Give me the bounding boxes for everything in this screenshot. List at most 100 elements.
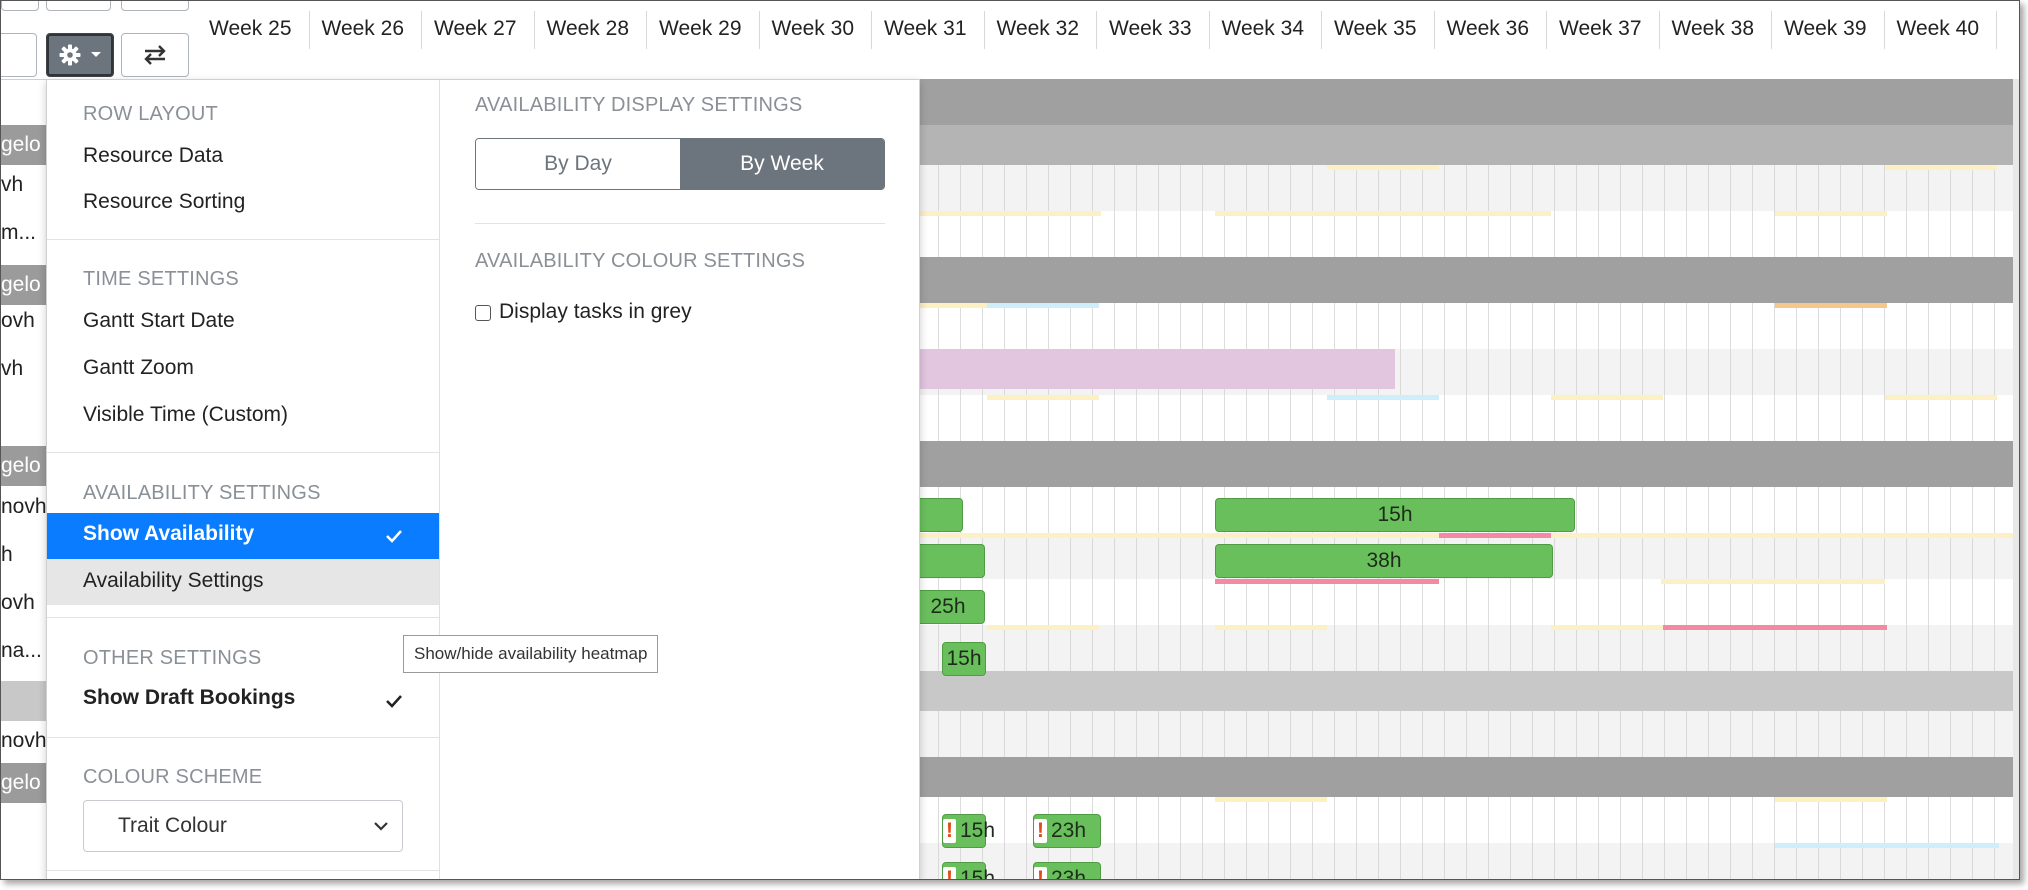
gantt-row xyxy=(917,211,2017,257)
availability-settings-label: Availability Settings xyxy=(83,569,264,592)
by-day-option[interactable]: By Day xyxy=(476,139,680,189)
menu-item-show-draft-bookings[interactable]: Show Draft Bookings xyxy=(83,686,296,709)
grey-tasks-checkbox[interactable] xyxy=(475,305,491,321)
task-bar[interactable]: ! 15h xyxy=(942,862,995,879)
task-bar[interactable]: 25h xyxy=(917,590,985,624)
swap-button[interactable] xyxy=(121,33,189,77)
menu-divider xyxy=(47,239,439,240)
gantt-chart[interactable]: 15h 38h 25h 15h ! 15h ! 23h ! 15h ! 23h xyxy=(917,79,2017,879)
week-column-header: Week 26 xyxy=(310,11,422,49)
draft-booking-bar[interactable] xyxy=(917,349,1395,389)
menu-divider xyxy=(47,870,439,871)
warning-icon: ! xyxy=(1034,867,1047,879)
resource-group-label[interactable]: gelo xyxy=(1,265,47,305)
list-button[interactable] xyxy=(121,1,189,11)
settings-menu-list: ROW LAYOUT Resource Data Resource Sortin… xyxy=(47,80,440,879)
gantt-row xyxy=(917,579,2017,625)
caret-down-icon xyxy=(91,52,101,57)
heatmap-yellow xyxy=(1551,395,1663,400)
resource-label[interactable]: novh xyxy=(1,495,47,518)
task-bar[interactable]: ! 15h xyxy=(942,814,995,848)
week-column-header: Week 40 xyxy=(1885,11,1997,49)
resource-label[interactable]: novh xyxy=(1,729,47,752)
settings-dropdown-button[interactable] xyxy=(46,33,114,77)
resource-group-label[interactable]: gelo xyxy=(1,446,47,486)
top-left-button[interactable] xyxy=(1,1,39,11)
week-column-header: Week 35 xyxy=(1322,11,1435,49)
heatmap-yellow xyxy=(1327,165,1439,170)
heatmap-yellow xyxy=(1215,625,1327,630)
vertical-scrollbar[interactable] xyxy=(2013,79,2019,879)
heatmap-yellow xyxy=(1885,165,1997,170)
week-column-header: Week 33 xyxy=(1097,11,1210,49)
menu-item-availability-settings[interactable]: Availability Settings xyxy=(47,559,439,605)
resource-label[interactable]: na... xyxy=(1,639,42,662)
task-bar[interactable] xyxy=(917,544,985,578)
heatmap-yellow xyxy=(1661,579,1885,584)
week-column-header: Week 28 xyxy=(535,11,647,49)
resource-label[interactable]: m... xyxy=(1,221,36,244)
menu-item-show-availability[interactable]: Show Availability xyxy=(47,513,439,559)
task-bar[interactable] xyxy=(917,498,963,532)
gantt-row xyxy=(917,165,2017,211)
week-column-header: Week 25 xyxy=(197,11,310,49)
resource-group-label[interactable]: gelo xyxy=(1,125,47,165)
by-week-option[interactable]: By Week xyxy=(680,139,884,189)
resource-label[interactable]: vh xyxy=(1,357,24,380)
heatmap-pink xyxy=(1663,625,1887,630)
resource-group-label[interactable]: gelo xyxy=(1,763,47,803)
warning-icon: ! xyxy=(943,867,956,879)
blank-field[interactable] xyxy=(1,33,37,77)
menu-item-gantt-zoom[interactable]: Gantt Zoom xyxy=(83,356,194,379)
resource-label[interactable]: ovh xyxy=(1,591,35,614)
gantt-row xyxy=(917,395,2017,441)
resource-label[interactable]: ovh xyxy=(1,309,35,332)
section-title-row-layout: ROW LAYOUT xyxy=(83,103,218,125)
heatmap-pink xyxy=(1439,533,1551,538)
gantt-row xyxy=(917,625,2017,671)
section-title-availability: AVAILABILITY SETTINGS xyxy=(83,482,321,504)
heatmap-blue xyxy=(1327,395,1439,400)
task-bar[interactable]: 15h xyxy=(942,642,986,676)
swap-arrows-icon xyxy=(144,45,166,65)
menu-item-resource-data[interactable]: Resource Data xyxy=(83,144,224,167)
settings-dropdown-menu: ROW LAYOUT Resource Data Resource Sortin… xyxy=(46,79,920,879)
week-column-header: Week 32 xyxy=(985,11,1097,49)
heatmap-blue xyxy=(987,303,1099,308)
task-bar[interactable]: ! 23h xyxy=(1033,862,1101,879)
week-column-header: Week 34 xyxy=(1210,11,1322,49)
user-icon xyxy=(70,0,88,6)
heatmap-blue xyxy=(1775,843,1999,848)
task-bar[interactable]: 15h xyxy=(1215,498,1575,532)
colour-scheme-value: Trait Colour xyxy=(118,814,227,837)
gear-icon xyxy=(59,44,81,66)
task-bar-label: 15h xyxy=(960,867,996,879)
heatmap-pink xyxy=(1215,579,1439,584)
colour-scheme-select[interactable]: Trait Colour xyxy=(83,800,403,852)
availability-display-toggle: By Day By Week xyxy=(475,138,885,190)
task-bar[interactable]: 38h xyxy=(1215,544,1553,578)
grey-tasks-label[interactable]: Display tasks in grey xyxy=(499,300,692,323)
task-bar-label: 15h xyxy=(960,819,996,842)
user-button[interactable] xyxy=(46,0,111,11)
heatmap-yellow xyxy=(987,625,1099,630)
availability-divider xyxy=(475,223,885,224)
week-column-header: Week 39 xyxy=(1772,11,1885,49)
heatmap-yellow xyxy=(1885,395,1997,400)
resource-label[interactable]: vh xyxy=(1,173,24,196)
menu-item-visible-time[interactable]: Visible Time (Custom) xyxy=(83,403,288,426)
gantt-row xyxy=(917,711,2017,757)
heatmap-yellow xyxy=(1775,211,1887,216)
checkmark-icon xyxy=(386,530,402,543)
heatmap-yellow xyxy=(1551,625,1663,630)
warning-icon: ! xyxy=(943,819,956,843)
menu-item-resource-sorting[interactable]: Resource Sorting xyxy=(83,190,246,213)
resource-group-label xyxy=(1,681,47,721)
section-title-availability-display: AVAILABILITY DISPLAY SETTINGS xyxy=(475,94,803,116)
menu-item-gantt-start-date[interactable]: Gantt Start Date xyxy=(83,309,235,332)
task-bar[interactable]: ! 23h xyxy=(1033,814,1101,848)
resource-label[interactable]: h xyxy=(1,543,13,566)
gantt-group-row xyxy=(917,125,2017,165)
heatmap-yellow xyxy=(1215,211,1551,216)
